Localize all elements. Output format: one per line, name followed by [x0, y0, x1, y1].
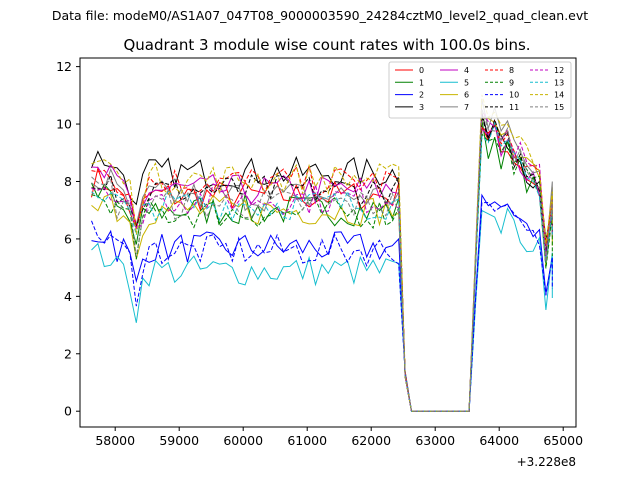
legend-label-14: 14: [554, 91, 564, 100]
x-tick-label: 64000: [479, 433, 519, 448]
legend-label-10: 10: [509, 91, 519, 100]
legend-label-9: 9: [509, 78, 514, 87]
x-tick-label: 65000: [543, 433, 583, 448]
legend-box: [388, 61, 572, 119]
y-tick-label: 2: [64, 346, 72, 361]
x-tick-label: 63000: [415, 433, 455, 448]
series-line-3: [91, 113, 553, 412]
legend-label-2: 2: [419, 91, 424, 100]
x-tick-label: 62000: [351, 433, 391, 448]
series-line-4: [91, 121, 553, 412]
y-tick-label: 12: [56, 59, 72, 74]
series-line-8: [91, 123, 553, 412]
y-tick-label: 8: [64, 174, 72, 189]
y-tick-label: 4: [64, 289, 72, 304]
legend-label-11: 11: [509, 103, 519, 112]
legend-label-12: 12: [554, 66, 564, 75]
x-axis: 58000 59000 60000 61000 62000 63000 64000 65000: [95, 427, 583, 448]
x-tick-label: 61000: [287, 433, 327, 448]
x-tick-label: 58000: [95, 433, 135, 448]
legend-label-5: 5: [464, 78, 469, 87]
legend-label-6: 6: [464, 91, 469, 100]
y-tick-label: 6: [64, 231, 72, 246]
series-line-14: [91, 94, 553, 412]
y-axis: 0 2 4 6 8 10 12: [56, 59, 80, 419]
series-line-2: [91, 193, 553, 412]
series-line-15: [91, 108, 553, 412]
legend-label-0: 0: [419, 66, 424, 75]
legend-label-3: 3: [419, 103, 424, 112]
legend-label-13: 13: [554, 78, 564, 87]
series-line-12: [91, 108, 553, 412]
series-lines: [91, 94, 553, 412]
y-tick-label: 10: [56, 117, 72, 132]
legend-label-1: 1: [419, 78, 424, 87]
legend-label-15: 15: [554, 103, 564, 112]
series-line-5: [91, 207, 553, 412]
legend-label-7: 7: [464, 103, 469, 112]
x-tick-label: 59000: [159, 433, 199, 448]
series-line-10: [91, 201, 553, 412]
series-line-11: [91, 115, 553, 412]
legend-label-8: 8: [509, 66, 514, 75]
x-tick-label: 60000: [223, 433, 263, 448]
series-line-13: [91, 121, 553, 412]
x-offset-label: +3.228e8: [517, 455, 576, 469]
legend-label-4: 4: [464, 66, 469, 75]
chart-title: Quadrant 3 module wise count rates with …: [123, 36, 530, 54]
series-line-7: [91, 99, 553, 412]
plot-area: 58000 59000 60000 61000 62000 63000 64000 65000…: [56, 57, 583, 469]
figure-suptitle: Data file: modeM0/AS1A07_047T08_90000035…: [52, 8, 588, 23]
axes-frame: [79, 57, 577, 428]
y-tick-label: 0: [64, 404, 72, 419]
